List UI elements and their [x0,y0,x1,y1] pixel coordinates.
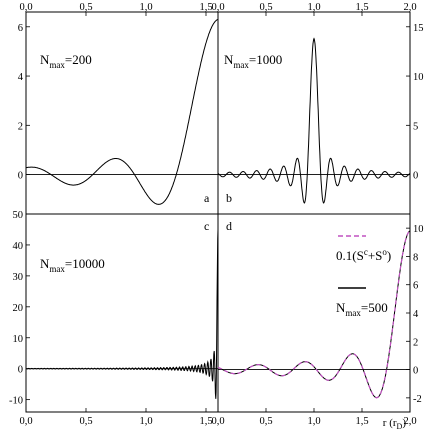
series-line-dashed-d [217,230,411,399]
x-tick-label: 1,0 [139,2,152,13]
x-tick-label: 0,5 [79,2,92,13]
y-tick-label: -10 [9,396,23,407]
y-tick-label: 30 [13,272,24,283]
series-line-b [217,37,411,204]
series-line-c [25,229,219,399]
y-tick-label: 2 [413,337,418,348]
x-tick-label: 1,5 [355,416,368,427]
x-tick-label: 1,0 [307,416,320,427]
y-tick-label: 6 [413,281,418,292]
x-tick-label: 2,0 [403,416,416,427]
y-tick-label: 0 [413,171,418,182]
x-axis-title: r (rD) [383,417,407,431]
nmax-annotation-c: Nmax=10000 [40,256,105,274]
panel-letter-b: b [226,191,232,205]
x-tick-label: 0,0 [19,416,32,427]
x-tick-label: 0,5 [259,2,272,13]
x-tick-label: 1,5 [355,2,368,13]
y-tick-label: -2 [413,394,422,405]
nmax-annotation-b: Nmax=1000 [224,52,282,70]
y-tick-label: 6 [18,23,23,34]
y-tick-label: 4 [413,309,419,320]
panel-letter-a: a [204,191,210,205]
x-tick-label: 0,5 [259,416,272,427]
y-tick-label: 10 [413,224,424,235]
y-tick-label: 0 [413,366,418,377]
panel-letter-c: c [204,219,209,233]
y-tick-label: 50 [13,210,24,221]
legend-label: 0.1(Sc+So) [336,247,391,263]
y-tick-label: 40 [13,241,24,252]
y-tick-label: 4 [18,72,24,83]
y-tick-label: 0 [18,171,23,182]
y-tick-label: 10 [13,334,24,345]
x-tick-label: 0,0 [211,2,224,13]
x-tick-label: 0,0 [19,2,32,13]
y-tick-label: 15 [413,23,424,34]
x-tick-label: 0,5 [79,416,92,427]
legend-label: Nmax=500 [336,300,388,318]
y-tick-label: 20 [13,303,24,314]
nmax-annotation-a: Nmax=200 [40,52,92,70]
y-tick-label: 8 [413,252,418,263]
x-tick-label: 0,0 [211,416,224,427]
x-tick-label: 1,0 [307,2,320,13]
y-tick-label: 5 [413,121,418,132]
x-tick-label: 1,5 [199,416,212,427]
panel-letter-d: d [226,219,232,233]
y-tick-label: 0 [18,365,23,376]
x-tick-label: 2,0 [403,2,416,13]
y-tick-label: 10 [413,72,424,83]
x-tick-label: 1,0 [139,416,152,427]
x-tick-label: 1,5 [199,2,212,13]
y-tick-label: 2 [18,121,23,132]
series-line-a [26,18,219,205]
